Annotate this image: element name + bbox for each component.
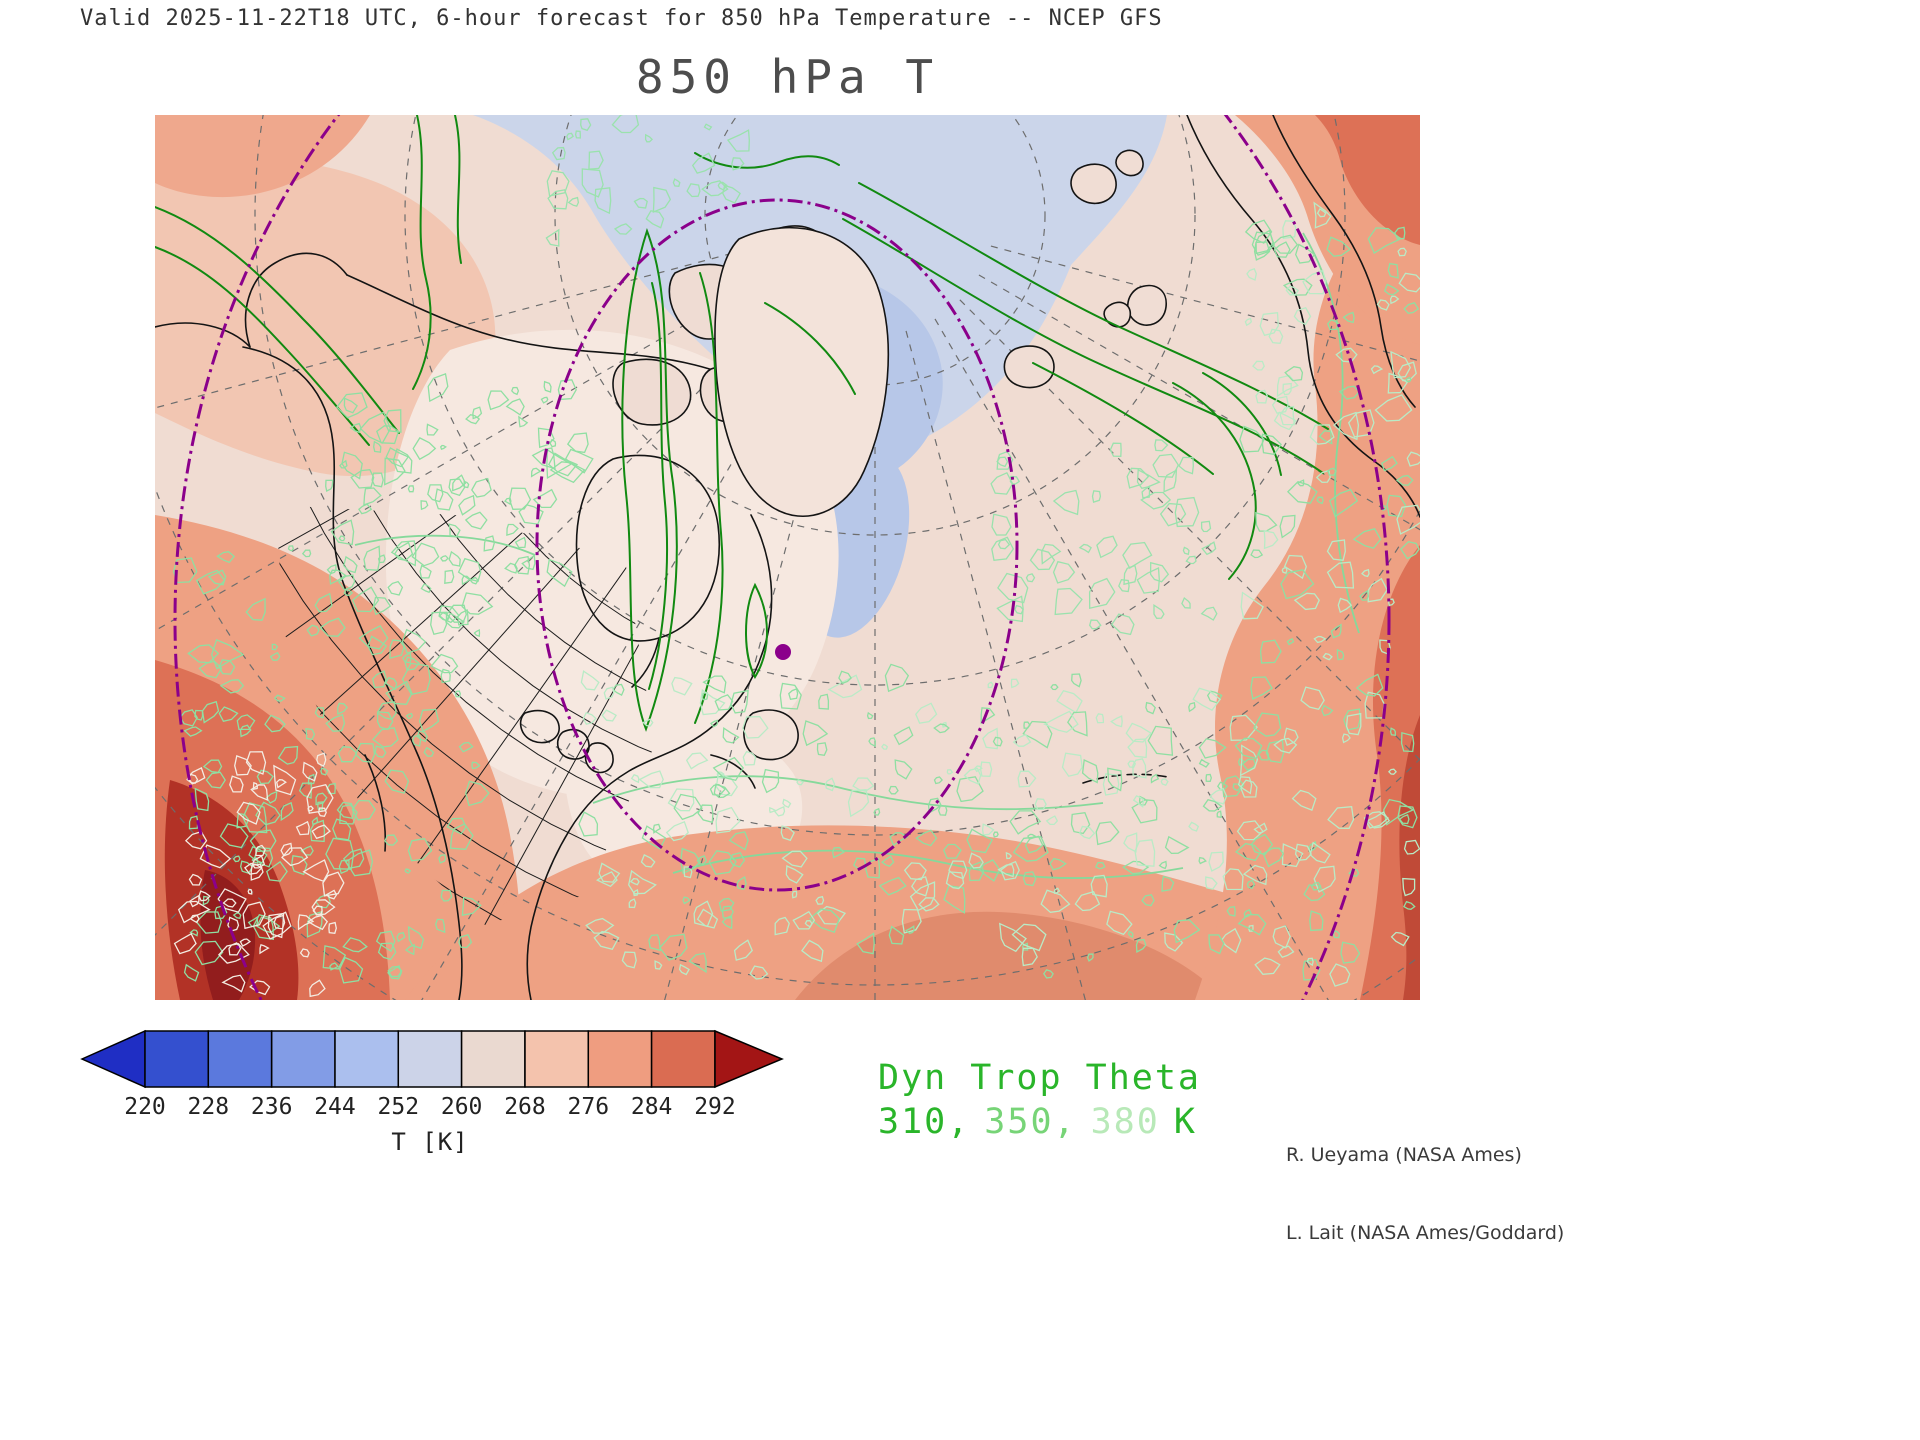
trop-theta-310-contours	[155, 115, 1329, 732]
weather-map	[155, 115, 1420, 1000]
legend-levels: 310, 350, 380 K	[878, 1102, 1211, 1142]
colorbar-tick: 220	[124, 1094, 166, 1120]
colorbar-tick: 284	[630, 1094, 673, 1120]
contour-legend: Dyn Trop Theta 310, 350, 380 K	[878, 1058, 1211, 1142]
credits: R. Ueyama (NASA Ames) L. Lait (NASA Ames…	[1286, 1090, 1564, 1272]
colorbar-tick: 276	[567, 1094, 610, 1120]
colorbar-tick: 236	[250, 1094, 293, 1120]
subsolar-point	[775, 644, 791, 660]
colorbar-tick: 292	[694, 1094, 736, 1120]
colorbar-unit-label: T [K]	[391, 1128, 469, 1156]
credit-line-1: R. Ueyama (NASA Ames)	[1286, 1144, 1522, 1166]
colorbar-tick: 228	[187, 1094, 230, 1120]
legend-level-value: 310,	[878, 1102, 971, 1142]
legend-level-value: 350,	[984, 1102, 1077, 1142]
terminator-circles	[173, 115, 1391, 1000]
valid-time-line: Valid 2025-11-22T18 UTC, 6-hour forecast…	[80, 6, 1163, 31]
colorbar: 220 228 236 244 252 260 268 276 284 292 T [K]	[80, 1028, 790, 1168]
colorbar-tick: 244	[314, 1094, 356, 1120]
page-title: 850 hPa T	[635, 50, 940, 104]
legend-unit: K	[1173, 1102, 1197, 1142]
legend-title: Dyn Trop Theta	[878, 1058, 1202, 1098]
colorbar-tick: 260	[440, 1094, 483, 1120]
legend-level-value: 380	[1090, 1102, 1160, 1142]
credit-line-2: L. Lait (NASA Ames/Goddard)	[1286, 1222, 1565, 1244]
colorbar-scale	[80, 1029, 784, 1089]
map-canvas	[155, 115, 1420, 1000]
colorbar-tick: 268	[504, 1094, 546, 1120]
trop-theta-350-380-contours	[172, 115, 1420, 998]
graticule	[155, 115, 1420, 1000]
colorbar-tick: 252	[377, 1094, 420, 1120]
colorbar-tick-labels: 220 228 236 244 252 260 268 276 284 292	[80, 1094, 790, 1124]
coastlines	[155, 115, 1420, 1000]
